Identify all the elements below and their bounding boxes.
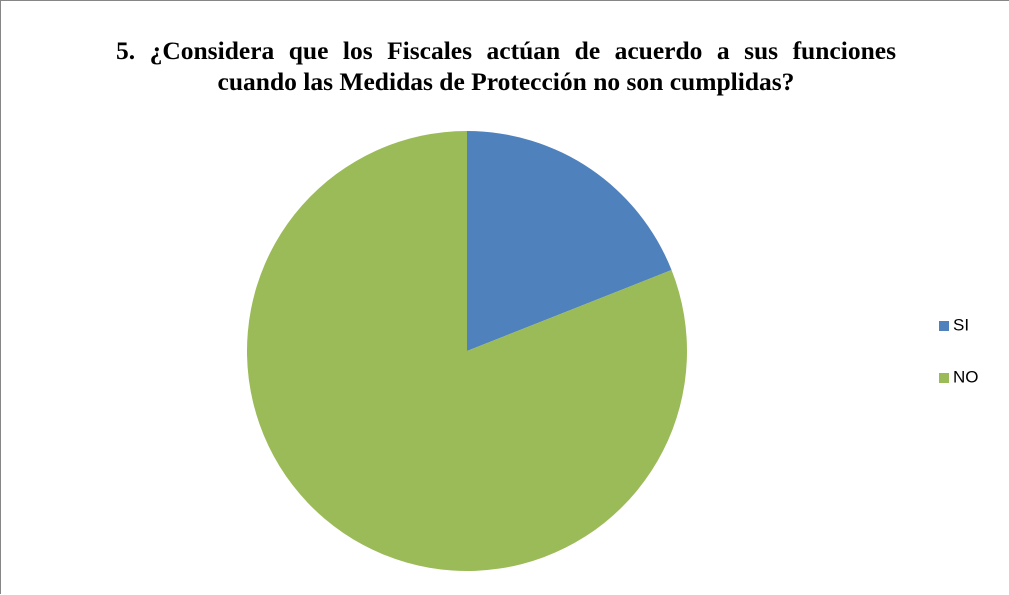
legend-swatch bbox=[939, 321, 949, 331]
legend-label: NO bbox=[953, 367, 979, 386]
pie-slice bbox=[247, 131, 687, 571]
chart-title: 5. ¿Considera que los Fiscales actúan de… bbox=[116, 36, 896, 96]
legend-swatch bbox=[939, 373, 949, 383]
legend-label: SI bbox=[953, 315, 969, 334]
pie-slice bbox=[467, 131, 672, 351]
